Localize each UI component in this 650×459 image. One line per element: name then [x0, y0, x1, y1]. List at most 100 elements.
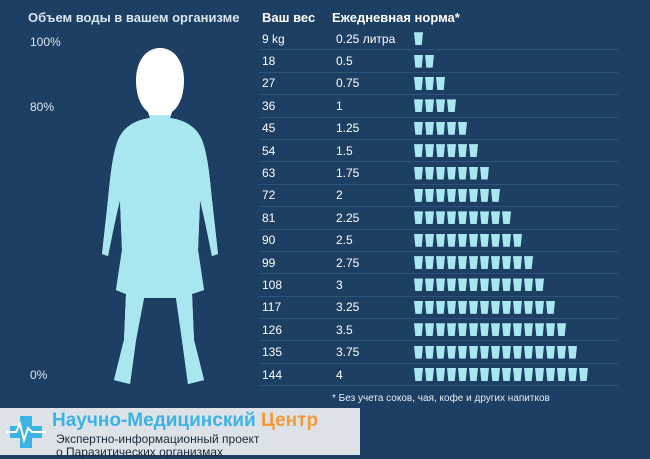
- table-row: 81 2.25: [258, 207, 618, 230]
- glasses-cell: [414, 278, 544, 292]
- water-glass-icon: [414, 76, 423, 90]
- water-glass-icon: [414, 211, 423, 225]
- table-row: 9 kg 0.25 литра: [258, 28, 618, 51]
- water-glass-icon: [513, 345, 522, 359]
- brand-background: [0, 408, 360, 455]
- table-row: 72 2: [258, 185, 618, 208]
- water-glass-icon: [502, 300, 511, 314]
- water-glass-icon: [546, 345, 555, 359]
- glasses-cell: [414, 368, 588, 382]
- glasses-cell: [414, 99, 456, 113]
- water-glass-icon: [414, 99, 423, 113]
- water-glass-icon: [436, 278, 445, 292]
- water-glass-icon: [458, 144, 467, 158]
- liters-cell: 0.5: [336, 54, 353, 69]
- norm-column-header: Ежедневная норма*: [332, 10, 460, 25]
- brand-tagline-line2: о Паразитических организмах: [56, 445, 224, 459]
- water-glass-icon: [502, 323, 511, 337]
- water-glass-icon: [491, 211, 500, 225]
- water-glass-icon: [502, 278, 511, 292]
- glasses-cell: [414, 76, 445, 90]
- water-glass-icon: [535, 345, 544, 359]
- weight-cell: 9 kg: [262, 31, 285, 46]
- water-glass-icon: [447, 323, 456, 337]
- liters-cell: 0.75: [336, 76, 360, 91]
- percent-80-label: 80%: [30, 100, 55, 114]
- water-glass-icon: [425, 233, 434, 247]
- liters-cell: 2: [336, 188, 343, 203]
- water-glass-icon: [436, 256, 445, 270]
- glasses-cell: [414, 300, 555, 314]
- water-glass-icon: [480, 323, 489, 337]
- table-row: 126 3.5: [258, 319, 618, 342]
- water-glass-icon: [436, 188, 445, 202]
- liters-cell: 3.5: [336, 322, 353, 337]
- water-glass-icon: [546, 368, 555, 382]
- brand-tagline-line1: Экспертно-информационный проект: [56, 432, 260, 446]
- weight-cell: 108: [262, 277, 283, 292]
- liters-cell: 0.25 литра: [336, 31, 396, 46]
- water-glass-icon: [524, 300, 533, 314]
- percent-0-label: 0%: [30, 368, 48, 382]
- water-glass-icon: [414, 368, 423, 382]
- water-glass-icon: [568, 368, 577, 382]
- water-glass-icon: [513, 278, 522, 292]
- water-glass-icon: [447, 99, 456, 113]
- table-row: 45 1.25: [258, 118, 618, 140]
- table-row: 27 0.75: [258, 73, 618, 96]
- glasses-cell: [414, 54, 434, 68]
- water-glass-icon: [447, 233, 456, 247]
- water-glass-icon: [436, 300, 445, 314]
- water-glass-icon: [491, 300, 500, 314]
- brand-name: Научно-Медицинский Центр: [52, 410, 318, 432]
- water-glass-icon: [513, 323, 522, 337]
- water-glass-icon: [469, 345, 478, 359]
- weight-column-header: Ваш вес: [262, 10, 316, 25]
- table-row: 90 2.5: [258, 230, 618, 252]
- brand-name-part2: Центр: [260, 410, 319, 431]
- water-glass-icon: [458, 345, 467, 359]
- water-glass-icon: [458, 211, 467, 225]
- weight-cell: 27: [262, 76, 276, 91]
- water-glass-icon: [502, 256, 511, 270]
- glasses-cell: [414, 144, 478, 158]
- glasses-cell: [414, 166, 489, 180]
- water-glass-icon: [447, 166, 456, 180]
- water-glass-icon: [458, 256, 467, 270]
- footnote: * Без учета соков, чая, кофе и других на…: [332, 393, 550, 404]
- water-glass-icon: [458, 323, 467, 337]
- water-glass-icon: [458, 233, 467, 247]
- water-glass-icon: [535, 368, 544, 382]
- water-glass-icon: [447, 144, 456, 158]
- water-glass-icon: [524, 345, 533, 359]
- weight-cell: 126: [262, 322, 283, 337]
- brand-name-part1: Научно-Медицинский: [52, 410, 256, 431]
- water-glass-icon: [436, 233, 445, 247]
- water-glass-icon: [491, 323, 500, 337]
- table-row: 144 4: [258, 364, 618, 387]
- water-glass-icon: [469, 323, 478, 337]
- water-glass-icon: [480, 278, 489, 292]
- water-glass-icon: [513, 368, 522, 382]
- water-glass-icon: [491, 345, 500, 359]
- water-glass-icon: [469, 278, 478, 292]
- water-glass-icon: [436, 345, 445, 359]
- weight-cell: 72: [262, 188, 276, 203]
- water-glass-icon: [535, 300, 544, 314]
- water-glass-icon: [425, 345, 434, 359]
- water-glass-icon: [436, 99, 445, 113]
- water-glass-icon: [480, 300, 489, 314]
- water-glass-icon: [491, 188, 500, 202]
- table-row: 99 2.75: [258, 252, 618, 275]
- water-glass-icon: [469, 300, 478, 314]
- water-glass-icon: [414, 121, 423, 135]
- brand-banner: Научно-Медицинский Центр Экспертно-инфор…: [0, 408, 420, 459]
- water-glass-icon: [447, 300, 456, 314]
- glasses-cell: [414, 233, 522, 247]
- water-glass-icon: [458, 121, 467, 135]
- weight-cell: 18: [262, 54, 276, 69]
- liters-cell: 2.25: [336, 210, 360, 225]
- water-glass-icon: [447, 278, 456, 292]
- water-glass-icon: [436, 121, 445, 135]
- water-glass-icon: [436, 323, 445, 337]
